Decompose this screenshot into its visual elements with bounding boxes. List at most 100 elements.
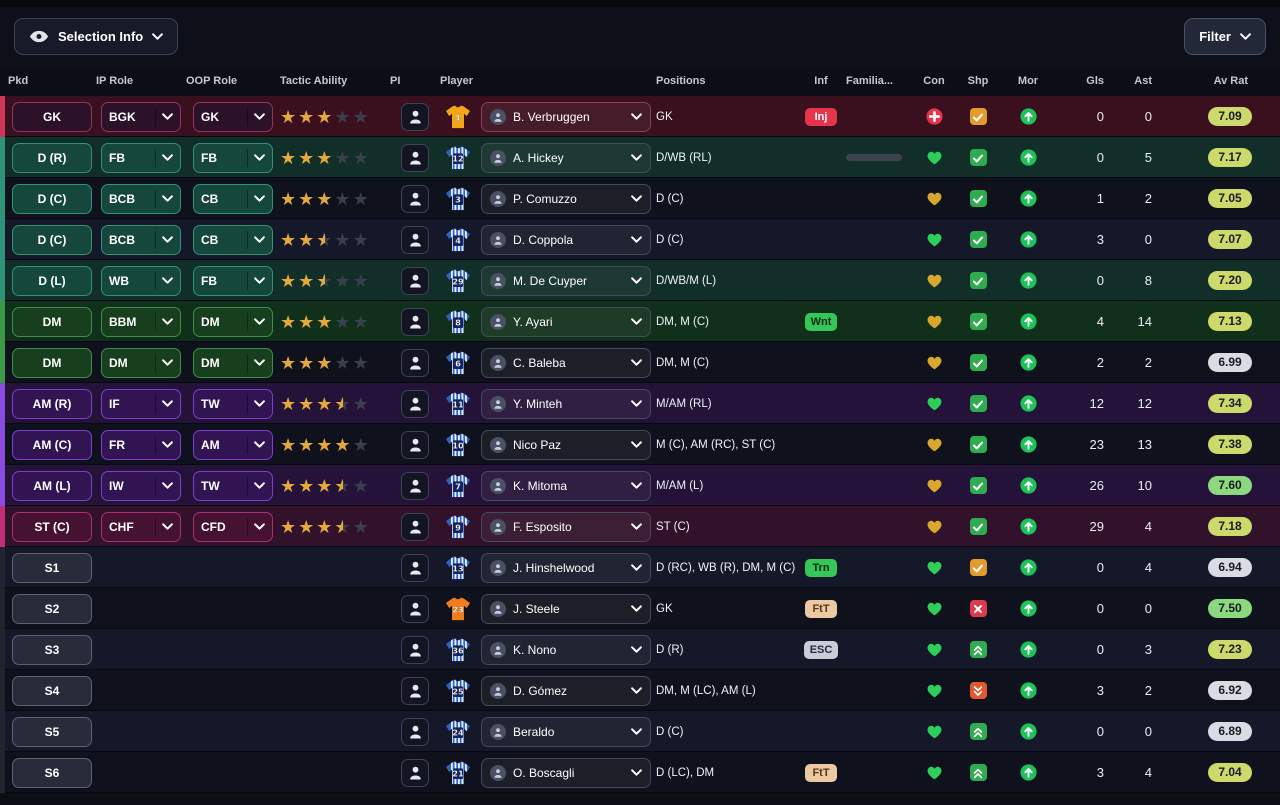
player-select[interactable]: Beraldo (481, 716, 651, 747)
oop-role-select[interactable]: AM (193, 429, 273, 460)
player-row[interactable]: S6 21 O. Boscagli D (LC), DM FtT 3 4 7.0… (0, 752, 1280, 793)
player-instructions-button[interactable] (401, 553, 429, 582)
picked-position-button[interactable]: S1 (12, 552, 92, 583)
player-row[interactable]: D (C) BCB CB ★ ★ ★ ★ ★ 3 P. Comuzzo D (C) 1 … (0, 178, 1280, 219)
player-instructions-button[interactable] (401, 758, 429, 787)
player-select[interactable]: D. Coppola (481, 224, 651, 255)
player-instructions-button[interactable] (401, 676, 429, 705)
ip-role-select[interactable]: BCB (101, 183, 181, 214)
player-select[interactable]: F. Esposito (481, 511, 651, 542)
picked-position-button[interactable]: S3 (12, 634, 92, 665)
filter-button[interactable]: Filter (1184, 18, 1266, 55)
player-instructions-button[interactable] (401, 430, 429, 459)
ip-role-select[interactable]: CHF (101, 511, 181, 542)
picked-position-button[interactable]: D (R) (12, 142, 92, 173)
picked-position-button[interactable]: DM (12, 347, 92, 378)
oop-role-select[interactable]: TW (193, 388, 273, 419)
info-badge[interactable]: ESC (803, 640, 839, 659)
player-row[interactable]: D (R) FB FB ★ ★ ★ ★ ★ 12 A. Hickey D/WB (RL)… (0, 137, 1280, 178)
player-select[interactable]: K. Nono (481, 634, 651, 665)
col-condition[interactable]: Con (923, 75, 945, 87)
player-instructions-button[interactable] (401, 512, 429, 541)
ip-role-select[interactable]: IF (101, 388, 181, 419)
player-select[interactable]: B. Verbruggen (481, 101, 651, 132)
info-badge[interactable]: Wnt (804, 312, 838, 331)
picked-position-button[interactable]: DM (12, 306, 92, 337)
oop-role-select[interactable]: TW (193, 470, 273, 501)
col-pkd[interactable]: Pkd (8, 75, 29, 87)
oop-role-select[interactable]: FB (193, 142, 273, 173)
player-row[interactable]: DM BBM DM ★ ★ ★ ★ ★ 8 Y. Ayari DM, M (C) Wnt… (0, 301, 1280, 342)
player-instructions-button[interactable] (401, 635, 429, 664)
player-select[interactable]: C. Baleba (481, 347, 651, 378)
col-player[interactable]: Player (440, 75, 474, 87)
player-select[interactable]: M. De Cuyper (481, 265, 651, 296)
player-instructions-button[interactable] (401, 184, 429, 213)
col-familiarity[interactable]: Familia... (846, 75, 894, 87)
picked-position-button[interactable]: S5 (12, 716, 92, 747)
picked-position-button[interactable]: S4 (12, 675, 92, 706)
ip-role-select[interactable]: FB (101, 142, 181, 173)
player-select[interactable]: Y. Ayari (481, 306, 651, 337)
player-row[interactable]: S1 13 J. Hinshelwood D (RC), WB (R), DM,… (0, 547, 1280, 588)
player-select[interactable]: D. Gómez (481, 675, 651, 706)
picked-position-button[interactable]: AM (C) (12, 429, 92, 460)
col-avg-rating[interactable]: Av Rat (1213, 75, 1248, 87)
col-pi[interactable]: PI (390, 75, 401, 87)
oop-role-select[interactable]: GK (193, 101, 273, 132)
player-row[interactable]: AM (L) IW TW ★ ★ ★ ★ ★ ★ 7 K. Mitoma M/AM (L)… (0, 465, 1280, 506)
player-row[interactable]: D (C) BCB CB ★ ★ ★ ★ ★ ★ 4 D. Coppola D (C) 3… (0, 219, 1280, 260)
player-select[interactable]: Nico Paz (481, 429, 651, 460)
ip-role-select[interactable]: FR (101, 429, 181, 460)
player-select[interactable]: A. Hickey (481, 142, 651, 173)
player-instructions-button[interactable] (401, 348, 429, 377)
player-select[interactable]: J. Hinshelwood (481, 552, 651, 583)
ip-role-select[interactable]: BBM (101, 306, 181, 337)
picked-position-button[interactable]: D (C) (12, 183, 92, 214)
col-oop-role[interactable]: OOP Role (186, 75, 238, 87)
ip-role-select[interactable]: DM (101, 347, 181, 378)
player-row[interactable]: AM (R) IF TW ★ ★ ★ ★ ★ ★ 11 Y. Minteh M/AM (R… (0, 383, 1280, 424)
col-goals[interactable]: Gls (1086, 75, 1104, 87)
player-row[interactable]: S3 36 K. Nono D (R) ESC 0 3 7.23 (0, 629, 1280, 670)
info-badge[interactable]: Inj (805, 107, 837, 126)
player-row[interactable]: ST (C) CHF CFD ★ ★ ★ ★ ★ ★ 9 F. Esposito ST (… (0, 506, 1280, 547)
picked-position-button[interactable]: D (L) (12, 265, 92, 296)
player-select[interactable]: Y. Minteh (481, 388, 651, 419)
player-row[interactable]: S2 23 J. Steele GK FtT 0 0 7.50 (0, 588, 1280, 629)
player-instructions-button[interactable] (401, 266, 429, 295)
ip-role-select[interactable]: IW (101, 470, 181, 501)
player-instructions-button[interactable] (401, 389, 429, 418)
ip-role-select[interactable]: BGK (101, 101, 181, 132)
player-instructions-button[interactable] (401, 102, 429, 131)
picked-position-button[interactable]: ST (C) (12, 511, 92, 542)
player-instructions-button[interactable] (401, 717, 429, 746)
player-row[interactable]: GK BGK GK ★ ★ ★ ★ ★ 1 B. Verbruggen GK Inj 0… (0, 96, 1280, 137)
player-row[interactable]: S4 25 D. Gómez DM, M (LC), AM (L) 3 2 6.… (0, 670, 1280, 711)
col-positions[interactable]: Positions (656, 75, 706, 87)
oop-role-select[interactable]: FB (193, 265, 273, 296)
picked-position-button[interactable]: AM (L) (12, 470, 92, 501)
col-morale[interactable]: Mor (1017, 75, 1039, 87)
player-select[interactable]: K. Mitoma (481, 470, 651, 501)
player-instructions-button[interactable] (401, 143, 429, 172)
player-row[interactable]: S5 24 Beraldo D (C) 0 0 6.89 (0, 711, 1280, 752)
picked-position-button[interactable]: D (C) (12, 224, 92, 255)
player-row[interactable]: D (L) WB FB ★ ★ ★ ★ ★ ★ 29 M. De Cuyper D/WB/… (0, 260, 1280, 301)
player-row[interactable]: DM DM DM ★ ★ ★ ★ ★ 6 C. Baleba DM, M (C) 2 2… (0, 342, 1280, 383)
picked-position-button[interactable]: S2 (12, 593, 92, 624)
picked-position-button[interactable]: GK (12, 101, 92, 132)
player-select[interactable]: J. Steele (481, 593, 651, 624)
oop-role-select[interactable]: CB (193, 183, 273, 214)
player-instructions-button[interactable] (401, 307, 429, 336)
info-badge[interactable]: Trn (805, 558, 837, 577)
oop-role-select[interactable]: CB (193, 224, 273, 255)
info-badge[interactable]: FtT (805, 763, 837, 782)
player-instructions-button[interactable] (401, 471, 429, 500)
picked-position-button[interactable]: S6 (12, 757, 92, 788)
col-ip-role[interactable]: IP Role (96, 75, 134, 87)
ip-role-select[interactable]: BCB (101, 224, 181, 255)
col-sharpness[interactable]: Shp (967, 75, 989, 87)
col-tactic-ability[interactable]: Tactic Ability (280, 75, 348, 87)
oop-role-select[interactable]: DM (193, 347, 273, 378)
